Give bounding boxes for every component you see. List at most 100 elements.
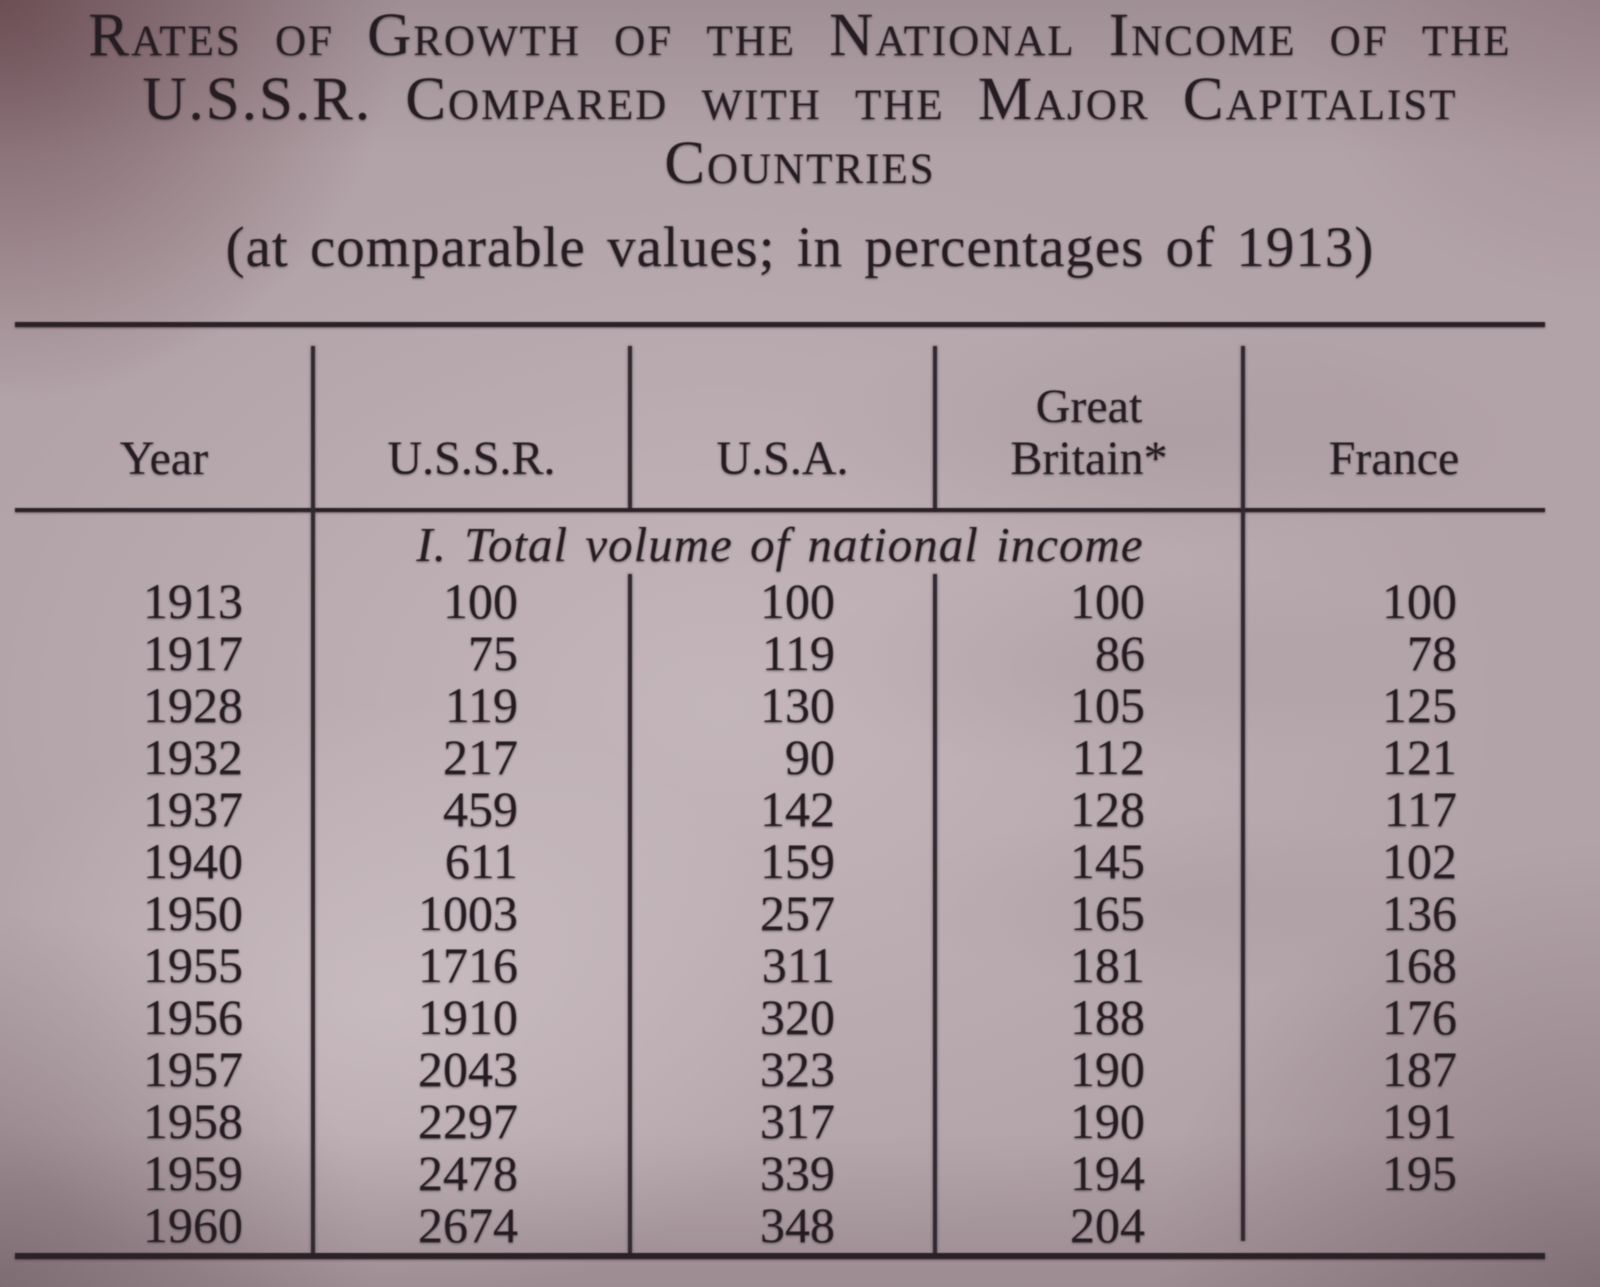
- column-header-great-britain: Great Britain*: [935, 381, 1243, 485]
- table-cell: 187: [1382, 1041, 1457, 1097]
- table-row: 1937 459 142 128 117: [15, 783, 1545, 835]
- table-cell: 117: [1383, 781, 1457, 837]
- table-row: 1940 611 159 145 102: [15, 835, 1545, 887]
- table-cell: 191: [1382, 1093, 1457, 1149]
- table-cell: 195: [1382, 1145, 1457, 1201]
- column-divider-1: [311, 346, 315, 1253]
- table-cell: 320: [760, 989, 835, 1045]
- table-cell: 1940: [143, 833, 243, 889]
- table-row: 1957 2043 323 190 187: [15, 1043, 1545, 1095]
- table-cell: 90: [785, 729, 835, 785]
- table-cell: 1960: [143, 1197, 243, 1253]
- table-cell: 130: [760, 677, 835, 733]
- table-cell: 2478: [418, 1145, 518, 1201]
- table-row: 1932 217 90 112 121: [15, 731, 1545, 783]
- table-cell: 348: [760, 1197, 835, 1253]
- table-cell: 339: [760, 1145, 835, 1201]
- table-cell: 105: [1070, 677, 1145, 733]
- column-divider-3-lower: [933, 574, 937, 1253]
- column-header-great-britain-label: Great Britain*: [1010, 380, 1168, 485]
- table-cell: 2297: [418, 1093, 518, 1149]
- table-cell: [1243, 1199, 1545, 1251]
- table-row: 1928 119 130 105 125: [15, 679, 1545, 731]
- table-cell: 136: [1382, 885, 1457, 941]
- table-cell: 168: [1382, 937, 1457, 993]
- table-cell: 204: [1070, 1197, 1145, 1253]
- table-bottom-rule: [15, 1253, 1545, 1259]
- title-line-1: Rates of Growth of the National Income o…: [88, 2, 1512, 69]
- table-row: 1955 1716 311 181 168: [15, 939, 1545, 991]
- table-cell: 1950: [143, 885, 243, 941]
- table-cell: 1003: [418, 885, 518, 941]
- table-cell: 2043: [418, 1041, 518, 1097]
- table-cell: 1913: [143, 573, 243, 629]
- table-row: 1959 2478 339 194 195: [15, 1147, 1545, 1199]
- column-header-usa: U.S.A.: [716, 432, 849, 485]
- table-header-row: Year U.S.S.R. U.S.A. Great Britain* Fran…: [15, 322, 1545, 509]
- header-separator-rule: [15, 508, 1545, 512]
- table-subtitle: (at comparable values; in percentages of…: [225, 216, 1375, 279]
- table-cell: 190: [1070, 1041, 1145, 1097]
- table-cell: 119: [761, 625, 835, 681]
- table-cell: 86: [1095, 625, 1145, 681]
- table-cell: 1917: [143, 625, 243, 681]
- table-cell: 75: [468, 625, 518, 681]
- table-cell: 1958: [143, 1093, 243, 1149]
- table-cell: 125: [1382, 677, 1457, 733]
- table-cell: 188: [1070, 989, 1145, 1045]
- title-line-3: Countries: [664, 130, 936, 197]
- table-row: 1960 2674 348 204: [15, 1199, 1545, 1251]
- table-title: Rates of Growth of the National Income o…: [0, 0, 1600, 196]
- table-cell: 311: [761, 937, 835, 993]
- table-cell: 1957: [143, 1041, 243, 1097]
- table-cell: 1955: [143, 937, 243, 993]
- table-cell: 100: [443, 573, 518, 629]
- column-header-year: Year: [119, 432, 209, 485]
- table-cell: 176: [1382, 989, 1457, 1045]
- table-row: 1917 75 119 86 78: [15, 627, 1545, 679]
- table-cell: 145: [1070, 833, 1145, 889]
- table-cell: 1956: [143, 989, 243, 1045]
- table-top-rule: [15, 322, 1545, 327]
- table-cell: 128: [1070, 781, 1145, 837]
- table-cell: 119: [444, 677, 518, 733]
- table-cell: 142: [760, 781, 835, 837]
- section-heading: I. Total volume of national income: [416, 516, 1144, 572]
- column-header-ussr: U.S.S.R.: [387, 432, 556, 485]
- table-cell: 2674: [418, 1197, 518, 1253]
- column-divider-3-upper: [933, 346, 937, 508]
- table-row: 1958 2297 317 190 191: [15, 1095, 1545, 1147]
- table-cell: 611: [444, 833, 518, 889]
- table-cell: 121: [1382, 729, 1457, 785]
- table-cell: 1716: [418, 937, 518, 993]
- table-row: 1950 1003 257 165 136: [15, 887, 1545, 939]
- table-cell: 317: [760, 1093, 835, 1149]
- income-growth-table: Year U.S.S.R. U.S.A. Great Britain* Fran…: [15, 322, 1545, 1259]
- table-cell: 217: [443, 729, 518, 785]
- table-cell: 1959: [143, 1145, 243, 1201]
- table-row: 1913 100 100 100 100: [15, 575, 1545, 627]
- table-cell: 159: [760, 833, 835, 889]
- table-body: 1913 100 100 100 100 1917 75 119 86 78 1…: [15, 575, 1545, 1251]
- table-cell: 1932: [143, 729, 243, 785]
- table-cell: 190: [1070, 1093, 1145, 1149]
- column-divider-2-lower: [628, 574, 632, 1253]
- table-cell: 112: [1071, 729, 1145, 785]
- table-cell: 100: [1070, 573, 1145, 629]
- table-cell: 1937: [143, 781, 243, 837]
- table-cell: 78: [1407, 625, 1457, 681]
- table-cell: 459: [443, 781, 518, 837]
- column-header-france: France: [1328, 432, 1460, 485]
- column-divider-4: [1241, 346, 1245, 1241]
- table-cell: 102: [1382, 833, 1457, 889]
- table-cell: 194: [1070, 1145, 1145, 1201]
- table-cell: 323: [760, 1041, 835, 1097]
- table-cell: 165: [1070, 885, 1145, 941]
- table-cell: 257: [760, 885, 835, 941]
- table-cell: 181: [1070, 937, 1145, 993]
- title-line-2: U.S.S.R. Compared with the Major Capital…: [142, 66, 1458, 133]
- column-divider-2-upper: [628, 346, 632, 508]
- table-cell: 1910: [418, 989, 518, 1045]
- table-cell: 100: [760, 573, 835, 629]
